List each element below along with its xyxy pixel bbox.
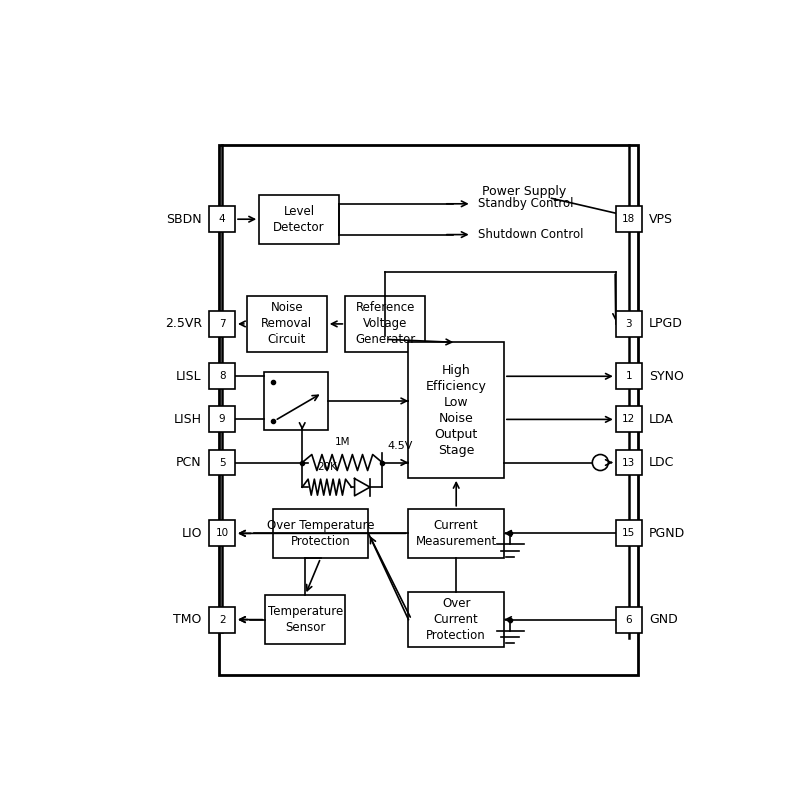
Text: Shutdown Control: Shutdown Control bbox=[478, 228, 583, 241]
Text: LDA: LDA bbox=[649, 413, 674, 426]
Text: 5: 5 bbox=[219, 458, 226, 467]
Text: Over Temperature
Protection: Over Temperature Protection bbox=[267, 519, 374, 548]
Text: Over
Current
Protection: Over Current Protection bbox=[426, 597, 486, 642]
Bar bbox=[409, 592, 504, 647]
Text: 13: 13 bbox=[622, 458, 635, 467]
Text: 4.5V: 4.5V bbox=[387, 442, 413, 451]
Text: 6: 6 bbox=[626, 614, 632, 625]
Bar bbox=[209, 311, 235, 337]
Text: 2.5VR: 2.5VR bbox=[165, 318, 202, 330]
Bar bbox=[616, 363, 642, 390]
Text: 4: 4 bbox=[219, 214, 226, 224]
Text: TMO: TMO bbox=[174, 613, 202, 626]
Text: Standby Control: Standby Control bbox=[478, 198, 574, 210]
Text: LISL: LISL bbox=[176, 370, 202, 382]
Text: 8: 8 bbox=[219, 371, 226, 382]
Text: SBDN: SBDN bbox=[166, 213, 202, 226]
Bar bbox=[346, 296, 426, 352]
Text: LPGD: LPGD bbox=[649, 318, 683, 330]
Bar bbox=[219, 146, 638, 675]
Bar bbox=[616, 311, 642, 337]
Bar bbox=[409, 509, 504, 558]
Text: 1: 1 bbox=[626, 371, 632, 382]
Text: SYNO: SYNO bbox=[649, 370, 684, 382]
Text: GND: GND bbox=[649, 613, 678, 626]
Text: PCN: PCN bbox=[176, 456, 202, 469]
Bar bbox=[616, 206, 642, 232]
Text: LDC: LDC bbox=[649, 456, 674, 469]
Text: 7: 7 bbox=[219, 319, 226, 329]
Bar bbox=[259, 194, 339, 244]
Text: VPS: VPS bbox=[649, 213, 673, 226]
Bar bbox=[616, 606, 642, 633]
Bar bbox=[616, 450, 642, 475]
Bar bbox=[209, 206, 235, 232]
Bar bbox=[246, 296, 327, 352]
Text: 18: 18 bbox=[622, 214, 635, 224]
Text: LIO: LIO bbox=[182, 527, 202, 540]
Bar bbox=[266, 595, 346, 644]
Text: Noise
Removal
Circuit: Noise Removal Circuit bbox=[262, 302, 312, 346]
Bar bbox=[409, 342, 504, 478]
Bar bbox=[616, 406, 642, 432]
Bar bbox=[616, 521, 642, 546]
Text: High
Efficiency
Low
Noise
Output
Stage: High Efficiency Low Noise Output Stage bbox=[426, 364, 486, 457]
Text: Power Supply: Power Supply bbox=[482, 185, 566, 198]
Text: 20K: 20K bbox=[317, 462, 337, 472]
Text: 1M: 1M bbox=[334, 437, 350, 447]
Polygon shape bbox=[354, 478, 370, 496]
Text: 3: 3 bbox=[626, 319, 632, 329]
Bar bbox=[209, 521, 235, 546]
Bar bbox=[209, 406, 235, 432]
Text: 15: 15 bbox=[622, 528, 635, 538]
Bar bbox=[264, 372, 328, 430]
Bar bbox=[209, 606, 235, 633]
Text: Level
Detector: Level Detector bbox=[274, 205, 325, 234]
Text: PGND: PGND bbox=[649, 527, 686, 540]
Bar bbox=[209, 363, 235, 390]
Bar bbox=[273, 509, 369, 558]
Text: 12: 12 bbox=[622, 414, 635, 424]
Text: LISH: LISH bbox=[174, 413, 202, 426]
Text: 10: 10 bbox=[215, 528, 229, 538]
Bar bbox=[209, 450, 235, 475]
Text: Temperature
Sensor: Temperature Sensor bbox=[268, 605, 343, 634]
Text: 2: 2 bbox=[219, 614, 226, 625]
Text: Reference
Voltage
Generator: Reference Voltage Generator bbox=[355, 302, 415, 346]
Text: Current
Measurement: Current Measurement bbox=[415, 519, 497, 548]
Text: 9: 9 bbox=[219, 414, 226, 424]
